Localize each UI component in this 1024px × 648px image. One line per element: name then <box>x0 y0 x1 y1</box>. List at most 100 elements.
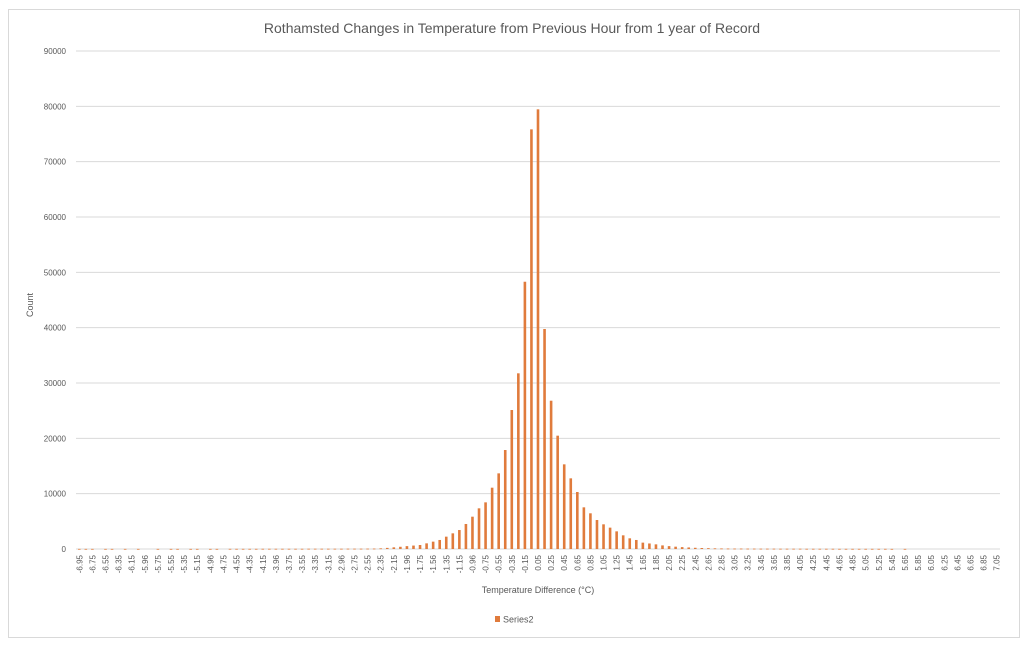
bar <box>792 548 795 550</box>
bar <box>254 548 258 550</box>
chart-area <box>8 9 1020 638</box>
bar <box>517 373 520 549</box>
bar <box>110 548 114 550</box>
x-tick-label: -1.35 <box>442 554 451 573</box>
bar <box>602 524 605 549</box>
y-tick-label: 0 <box>62 545 67 554</box>
legend-swatch <box>495 616 500 622</box>
x-tick-label: 5.45 <box>888 554 897 570</box>
bar <box>687 547 691 549</box>
bar <box>726 548 730 550</box>
bar <box>484 502 487 549</box>
bar <box>438 539 442 549</box>
bar <box>228 548 232 550</box>
y-tick-label: 50000 <box>44 268 67 277</box>
bar <box>313 548 317 550</box>
x-tick-label: -1.56 <box>429 554 438 573</box>
bar <box>287 548 291 550</box>
x-tick-label: -0.35 <box>508 554 517 573</box>
bar <box>903 548 907 550</box>
bar <box>241 548 245 550</box>
y-tick-label: 10000 <box>44 490 67 499</box>
bar <box>674 546 677 549</box>
bar <box>248 548 251 550</box>
bar <box>877 548 881 550</box>
x-tick-label: 2.65 <box>704 554 713 570</box>
bar <box>209 548 212 550</box>
y-tick-label: 40000 <box>44 324 67 333</box>
bar <box>451 533 455 549</box>
chart-title: Rothamsted Changes in Temperature from P… <box>264 20 760 36</box>
x-tick-label: -1.15 <box>455 554 464 573</box>
x-tick-label: 4.05 <box>796 554 805 570</box>
bar <box>431 541 435 549</box>
legend: Series2 <box>495 615 534 625</box>
bar <box>543 328 546 549</box>
bar <box>379 548 383 550</box>
x-tick-label: -4.35 <box>246 554 255 573</box>
bar <box>556 435 559 549</box>
bar <box>818 548 822 550</box>
y-tick-label: 70000 <box>44 158 67 167</box>
bar <box>399 546 402 549</box>
bar <box>549 400 553 549</box>
x-tick-label: -6.75 <box>88 554 97 573</box>
bar <box>798 548 802 550</box>
x-tick-label: 0.45 <box>560 554 569 570</box>
bar <box>779 548 782 550</box>
bar <box>281 548 284 550</box>
bar <box>700 548 704 549</box>
bar <box>739 548 743 550</box>
x-tick-label: -4.55 <box>233 554 242 573</box>
bar <box>104 548 107 550</box>
y-tick-label: 90000 <box>44 47 67 56</box>
bar <box>648 543 651 549</box>
x-tick-label: 4.25 <box>809 554 818 570</box>
x-tick-label: 2.85 <box>717 554 726 570</box>
bar <box>785 548 789 550</box>
x-tick-label: -5.75 <box>154 554 163 573</box>
bar <box>268 548 271 550</box>
bar <box>680 547 684 549</box>
x-tick-label: 1.45 <box>626 554 635 570</box>
x-tick-label: 4.45 <box>822 554 831 570</box>
x-tick-label: 5.85 <box>914 554 923 570</box>
bar <box>615 531 618 549</box>
bar <box>759 548 763 550</box>
bar <box>425 543 428 549</box>
bar <box>621 535 625 549</box>
x-tick-label: -6.35 <box>115 554 124 573</box>
x-tick-label: -2.55 <box>364 554 373 573</box>
bars <box>77 109 907 550</box>
y-axis-title: Count <box>25 293 35 318</box>
x-tick-label: -5.55 <box>167 554 176 573</box>
x-tick-label: -3.55 <box>298 554 307 573</box>
x-tick-label: 1.05 <box>600 554 609 570</box>
x-tick-label: 6.85 <box>980 554 989 570</box>
x-tick-label: -2.75 <box>351 554 360 573</box>
x-axis-title: Temperature Difference (°C) <box>482 585 594 595</box>
x-tick-label: -5.35 <box>180 554 189 573</box>
bar <box>752 548 756 550</box>
x-tick-label: 0.85 <box>586 554 595 570</box>
bar <box>490 487 494 549</box>
bar <box>346 548 350 550</box>
x-tick-label: 0.25 <box>547 554 556 570</box>
bar <box>444 536 448 549</box>
bar <box>340 548 343 550</box>
x-tick-label: 1.25 <box>613 554 622 570</box>
bar <box>385 547 389 549</box>
bar <box>562 464 566 549</box>
x-tick-label: -4.96 <box>206 554 215 573</box>
x-tick-label: 3.25 <box>744 554 753 570</box>
bar <box>667 546 671 549</box>
bar <box>608 527 612 549</box>
x-tick-label: -6.15 <box>128 554 137 573</box>
x-tick-label: -4.15 <box>259 554 268 573</box>
x-tick-label: 6.45 <box>953 554 962 570</box>
x-tick-label: 3.05 <box>731 554 740 570</box>
bar <box>123 548 127 550</box>
bar <box>261 548 265 550</box>
x-tick-label: -0.75 <box>482 554 491 573</box>
